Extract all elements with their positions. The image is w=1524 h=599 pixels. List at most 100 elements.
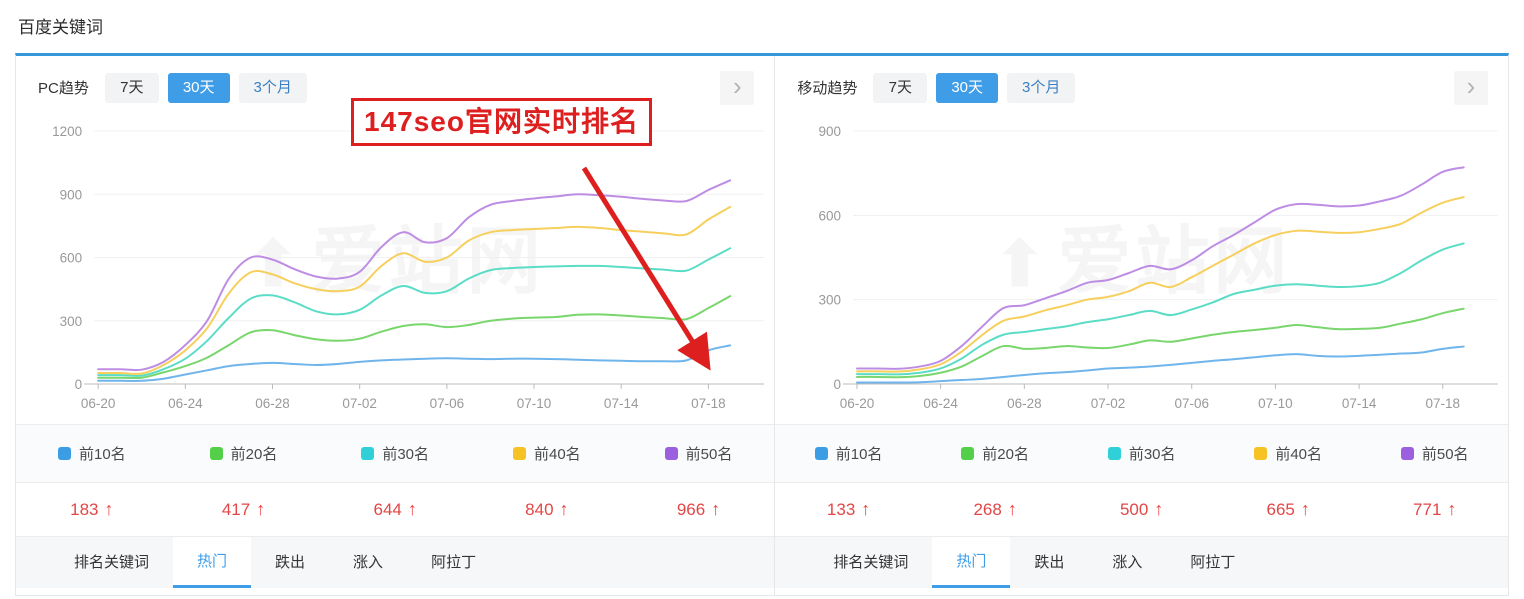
mobile-legend-top10[interactable]: 前10名 <box>775 443 922 464</box>
svg-text:06-28: 06-28 <box>255 396 290 411</box>
mobile-value-top40: 665 ↑ <box>1215 499 1362 520</box>
mobile-value-top30: 500 ↑ <box>1068 499 1215 520</box>
pc-value-top10: 183 ↑ <box>16 499 168 520</box>
legend-color-swatch <box>814 447 828 460</box>
mobile-tab-3months[interactable]: 3个月 <box>1007 72 1076 103</box>
svg-text:06-24: 06-24 <box>168 396 203 411</box>
pc-chart-area: ⬆爱站网 0 300 600 900 1200 06-20 06-24 06-28 07-02 0… <box>16 106 774 424</box>
up-arrow-icon: ↑ <box>711 499 721 519</box>
svg-text:07-02: 07-02 <box>1091 396 1126 411</box>
annotation-box: 147seo官网实时排名 <box>351 98 652 146</box>
mobile-tab-7days[interactable]: 7天 <box>873 72 928 103</box>
pc-legend-top20[interactable]: 前20名 <box>168 443 320 464</box>
svg-text:07-02: 07-02 <box>342 396 377 411</box>
mobile-keyword-tabbar: 排名关键词 热门 跌出 涨入 阿拉丁 <box>775 536 1508 588</box>
pc-legend-row: 前10名 前20名 前30名 前40名 前50名 <box>16 424 775 482</box>
mobile-trend-label: 移动趋势 <box>797 80 858 97</box>
pc-tab-30days[interactable]: 30天 <box>167 72 230 103</box>
svg-text:07-14: 07-14 <box>1342 396 1377 411</box>
legend-label: 前10名 <box>835 446 883 463</box>
mobile-value-top20: 268 ↑ <box>922 499 1069 520</box>
svg-text:600: 600 <box>60 251 83 266</box>
value-number: 183 <box>70 499 99 519</box>
mobile-value-top50: 771 ↑ <box>1361 499 1508 520</box>
value-number: 133 <box>826 499 856 519</box>
pc-tab-3months[interactable]: 3个月 <box>238 72 307 103</box>
mobile-value-top10: 133 ↑ <box>775 499 922 520</box>
legend-color-swatch <box>961 447 975 460</box>
pc-tab-risen[interactable]: 涨入 <box>353 554 384 571</box>
up-arrow-icon: ↑ <box>861 499 871 519</box>
legend-label: 前30名 <box>1128 446 1176 463</box>
svg-text:1200: 1200 <box>52 124 82 139</box>
pc-tab-ranking-keywords[interactable]: 排名关键词 <box>74 554 150 571</box>
keyword-trends-container: PC趋势 7天 30天 3个月 › ⬆爱站网 0 300 600 900 1200 06-… <box>15 53 1509 596</box>
mobile-line-chart: 0 300 600 900 06-20 06-24 06-28 07-02 07-06 07-10… <box>819 124 1499 411</box>
pc-legend-top50[interactable]: 前50名 <box>623 443 775 464</box>
pc-keyword-tabbar: 排名关键词 热门 跌出 涨入 阿拉丁 <box>16 536 775 588</box>
svg-text:07-18: 07-18 <box>691 396 726 411</box>
legend-color-swatch <box>1400 447 1414 460</box>
svg-text:07-06: 07-06 <box>1175 396 1210 411</box>
legend-label: 前20名 <box>230 446 278 463</box>
svg-text:0: 0 <box>834 377 842 392</box>
legend-color-swatch <box>361 447 375 460</box>
mobile-tab-hot[interactable]: 热门 <box>932 537 1011 588</box>
svg-text:300: 300 <box>60 314 83 329</box>
pc-legend-top30[interactable]: 前30名 <box>319 443 471 464</box>
pc-tab-aladdin[interactable]: 阿拉丁 <box>431 554 477 571</box>
legend-label: 前40名 <box>1275 446 1323 463</box>
mobile-tab-ranking-keywords[interactable]: 排名关键词 <box>833 554 909 571</box>
pc-line-chart: 0 300 600 900 1200 06-20 06-24 06-28 07-02 07-06 0… <box>52 124 765 411</box>
pc-tab-7days[interactable]: 7天 <box>104 72 159 103</box>
legend-color-swatch <box>1107 447 1121 460</box>
mobile-tab-aladdin[interactable]: 阿拉丁 <box>1190 554 1236 571</box>
pc-value-top40: 840 ↑ <box>471 499 623 520</box>
svg-text:07-10: 07-10 <box>1258 396 1293 411</box>
mobile-legend-top30[interactable]: 前30名 <box>1068 443 1215 464</box>
value-number: 644 <box>373 499 402 519</box>
mobile-legend-top20[interactable]: 前20名 <box>922 443 1069 464</box>
svg-text:06-24: 06-24 <box>924 396 959 411</box>
legend-color-swatch <box>57 447 71 460</box>
pc-tab-dropped[interactable]: 跌出 <box>275 554 306 571</box>
legend-label: 前50名 <box>685 446 733 463</box>
pc-values-row: 183 ↑ 417 ↑ 644 ↑ 840 ↑ 966 ↑ <box>16 482 775 536</box>
chevron-right-icon[interactable]: › <box>720 70 755 105</box>
legend-label: 前30名 <box>382 446 430 463</box>
svg-text:07-06: 07-06 <box>430 396 465 411</box>
legend-label: 前20名 <box>982 446 1029 463</box>
up-arrow-icon: ↑ <box>559 499 569 519</box>
mobile-tab-risen[interactable]: 涨入 <box>1112 554 1143 571</box>
value-number: 771 <box>1413 499 1442 519</box>
svg-text:0: 0 <box>75 377 83 392</box>
up-arrow-icon: ↑ <box>1154 499 1164 519</box>
mobile-chart-area: ⬆爱站网 0 300 600 900 06-20 06-24 06-28 07-02 07-06… <box>775 106 1508 424</box>
svg-text:06-28: 06-28 <box>1007 396 1042 411</box>
svg-text:900: 900 <box>60 187 83 202</box>
value-number: 500 <box>1119 499 1149 519</box>
svg-text:07-10: 07-10 <box>517 396 552 411</box>
pc-legend-top40[interactable]: 前40名 <box>471 443 623 464</box>
mobile-legend-top50[interactable]: 前50名 <box>1361 443 1508 464</box>
mobile-values-row: 133 ↑ 268 ↑ 500 ↑ 665 ↑ 771 ↑ <box>775 482 1508 536</box>
svg-text:06-20: 06-20 <box>840 396 875 411</box>
mobile-tab-dropped[interactable]: 跌出 <box>1034 554 1065 571</box>
pc-trend-panel: PC趋势 7天 30天 3个月 › ⬆爱站网 0 300 600 900 1200 06-… <box>16 56 776 595</box>
legend-color-swatch <box>1254 447 1268 460</box>
pc-tab-hot[interactable]: 热门 <box>173 537 252 588</box>
mobile-trend-panel: 移动趋势 7天 30天 3个月 › ⬆爱站网 0 300 600 900 06-20 06… <box>775 56 1508 595</box>
value-number: 665 <box>1266 499 1295 519</box>
mobile-tab-30days[interactable]: 30天 <box>936 72 999 103</box>
up-arrow-icon: ↑ <box>256 499 266 519</box>
pc-value-top20: 417 ↑ <box>168 499 320 520</box>
mobile-toolbar: 移动趋势 7天 30天 3个月 › <box>775 56 1508 106</box>
chevron-right-icon[interactable]: › <box>1454 70 1488 105</box>
pc-legend-top10[interactable]: 前10名 <box>16 443 168 464</box>
legend-color-swatch <box>664 447 678 460</box>
svg-text:06-20: 06-20 <box>81 396 116 411</box>
mobile-legend-top40[interactable]: 前40名 <box>1215 443 1362 464</box>
pc-trend-label: PC趋势 <box>38 80 89 97</box>
svg-text:300: 300 <box>819 293 842 308</box>
